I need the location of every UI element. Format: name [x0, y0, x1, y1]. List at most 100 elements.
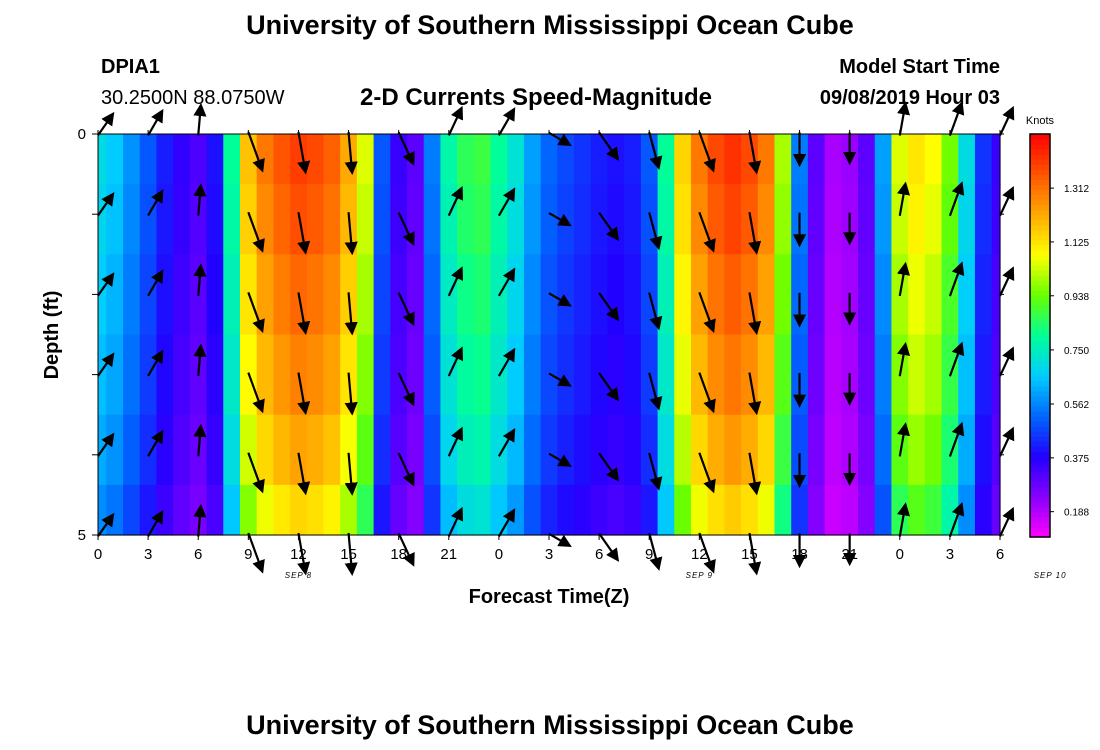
colorbar-segment — [1030, 264, 1050, 271]
colorbar-unit: Knots — [1026, 115, 1055, 127]
colorbar-segment — [1030, 249, 1050, 256]
heatmap-cell — [958, 184, 976, 255]
heatmap-cell — [356, 334, 375, 416]
colorbar-frame — [1029, 133, 1051, 538]
heatmap-cell — [239, 414, 258, 486]
x-tick-label: 21 — [440, 546, 457, 563]
heatmap-cell — [223, 184, 241, 255]
heatmap-cell — [440, 484, 458, 536]
heatmap-cell — [173, 484, 191, 536]
colorbar-segment — [1030, 501, 1050, 508]
heatmap-cell — [407, 334, 425, 416]
heatmap-cell — [256, 484, 274, 536]
heatmap-cell — [407, 184, 425, 255]
heatmap-cell — [139, 184, 158, 255]
colorbar-segment — [1030, 390, 1050, 397]
heatmap-cell — [390, 134, 408, 185]
colorbar-segment — [1030, 204, 1050, 211]
heatmap-cell — [590, 414, 609, 486]
heatmap-cell — [774, 484, 792, 536]
heatmap-cell — [323, 134, 341, 185]
current-arrow — [97, 352, 115, 377]
current-arrow — [999, 506, 1015, 537]
current-arrow — [447, 105, 464, 136]
heatmap-cell — [757, 484, 776, 536]
x-tick-label: 9 — [645, 546, 653, 563]
current-arrow — [247, 372, 265, 414]
heatmap-cell — [173, 334, 191, 416]
station-location: 30.2500N 88.0750W — [101, 87, 285, 109]
heatmap-cell — [574, 334, 592, 416]
heatmap-cell — [423, 184, 442, 255]
heatmap-cell — [874, 334, 893, 416]
current-arrow — [97, 512, 115, 537]
heatmap-cell — [156, 134, 174, 185]
heatmap-cell — [858, 334, 876, 416]
heatmap-cell — [624, 414, 642, 486]
current-arrow — [897, 101, 911, 136]
heatmap-cell — [858, 134, 876, 185]
heatmap-cell — [574, 414, 592, 486]
current-arrow — [193, 423, 207, 457]
current-arrow — [397, 292, 415, 327]
current-arrow — [897, 341, 911, 377]
heatmap-cell — [607, 184, 625, 255]
heatmap-cell — [423, 334, 442, 416]
current-arrow — [397, 212, 415, 246]
day-label: SEP 9 — [686, 571, 713, 580]
heatmap-cell — [908, 414, 926, 486]
heatmap-cell — [223, 134, 241, 185]
heatmap-cell — [974, 484, 993, 536]
heatmap-cell — [908, 134, 926, 185]
colorbar-segment — [1030, 320, 1050, 327]
colorbar-segment — [1030, 456, 1050, 463]
current-arrow — [548, 372, 572, 387]
heatmap-cell — [473, 334, 492, 416]
heatmap-cell — [941, 414, 959, 486]
current-arrow — [247, 211, 265, 253]
heatmap-cell — [273, 414, 291, 486]
current-arrow — [648, 532, 663, 571]
heatmap-cell — [373, 184, 391, 255]
heatmap-cell — [774, 414, 792, 486]
x-axis: 0 3 6 9 12 15 18 21 0 3 6 9 12 15 18 21 0 3 6 SEP 8 SEP 9 SEP… — [94, 130, 1066, 580]
heatmap-cell — [707, 414, 725, 486]
current-arrow — [999, 346, 1015, 377]
colorbar-tick-label: 1.125 — [1064, 238, 1089, 249]
x-axis-title: Forecast Time(Z) — [469, 586, 630, 608]
heatmap-cell — [373, 254, 391, 336]
colorbar-segment — [1030, 451, 1050, 457]
colorbar-segment — [1030, 466, 1050, 473]
model-start-label: Model Start Time — [839, 56, 1000, 78]
current-arrow — [648, 372, 663, 411]
current-arrow — [548, 452, 572, 467]
heatmap-cell — [507, 484, 525, 536]
colorbar-segment — [1030, 431, 1050, 437]
x-tick-label: 18 — [390, 546, 407, 563]
colorbar-segment — [1030, 285, 1050, 291]
heatmap-cell — [306, 134, 325, 185]
heatmap-cell — [440, 414, 458, 486]
heatmap-cell — [323, 414, 341, 486]
heatmap-cell — [323, 184, 341, 255]
colorbar-segment — [1030, 214, 1050, 221]
heatmap-cell — [540, 134, 558, 185]
heatmap-cell — [473, 134, 492, 185]
heatmap-cell — [239, 134, 258, 185]
x-tick-label: 3 — [144, 546, 152, 563]
heatmap-cell — [690, 414, 709, 486]
colorbar-segment — [1030, 139, 1050, 145]
x-tick-label: 3 — [946, 546, 954, 563]
heatmap-cell — [690, 484, 709, 536]
station-id: DPIA1 — [101, 56, 160, 78]
current-arrow — [297, 212, 311, 255]
heatmap-cell — [106, 254, 124, 336]
current-arrow — [497, 347, 516, 377]
colorbar-segment — [1030, 531, 1050, 538]
heatmap-cell — [824, 484, 842, 536]
heatmap-cell — [273, 184, 291, 255]
heatmap-cell — [590, 134, 609, 185]
current-arrow — [147, 349, 164, 377]
heatmap-cell — [624, 254, 642, 336]
